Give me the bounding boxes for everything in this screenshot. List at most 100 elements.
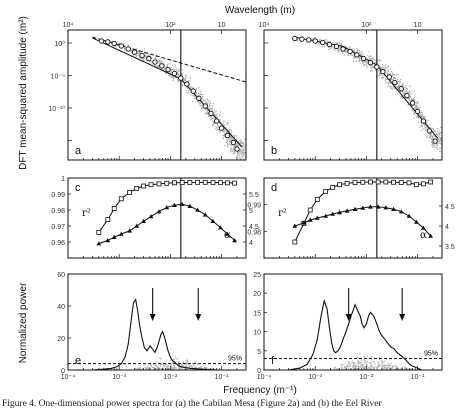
panel-a-scatter-point [226,122,229,124]
panel-f-y-tick-label: 5 [257,349,261,356]
panel-f-power-point [359,353,361,355]
panel-a-scatter-point [206,112,209,114]
panel-f-power-point [384,360,386,362]
panel-b-scatter-point [384,82,387,84]
panel-b-scatter-point [357,50,359,52]
panel-f-power-point [360,363,362,366]
panel-f-power-point [348,360,350,363]
panel-b-scatter-point [426,119,428,122]
panel-c-r2-label: r² [82,208,91,219]
panel-b-scatter-point [387,65,390,67]
panel-a-dashed-fit-line [92,36,247,83]
panel-a-scatter-point [235,135,237,137]
panel-c-frame [67,177,247,259]
panel-c-r2-marker [172,180,177,186]
panel-f-power-point [360,364,362,367]
panel-a-scatter-point [169,63,171,65]
panel-d-r2-marker [330,184,336,190]
panel-a-scatter-point [189,80,191,82]
panel-f-power-point [358,362,360,365]
panel-b-scatter-point [354,57,356,59]
panel-b-scatter-cloud [295,36,443,155]
panel-a-scatter-point [218,114,221,116]
panel-b-scatter-point [400,96,402,98]
panel-a-scatter-point [135,54,138,57]
panel-f-power-point [354,366,356,368]
panel-a-scatter-point [216,114,218,116]
panel-f-power-point [372,367,375,369]
panel-a-scatter-point [243,149,245,152]
panel-a-scatter-point [227,123,230,125]
panel-f-power-point [364,360,366,362]
panel-b-scatter-point [353,49,355,52]
panel-c-r2-marker [105,217,111,223]
panel-a-scatter-point [174,64,176,66]
panel-c-alpha-marker [210,218,216,223]
panel-b-scatter-point [381,63,384,66]
panel-a-scatter-point [219,111,222,113]
panel-f-power-point [385,364,388,367]
panel-c-alpha-marker [148,214,154,219]
panel-b-scatter-point [366,66,368,69]
panel-f-power-point [363,359,365,361]
panel-a-scatter-point [209,115,211,118]
panel-f-power-point [389,367,391,370]
panel-a-scatter-point [218,122,220,124]
panel-e-power-point [155,364,157,367]
panel-b-scatter-point [417,107,420,109]
panel-b-scatter-point [392,88,394,91]
panel-b-scatter-point [416,116,418,119]
panel-f-frame [263,273,443,371]
panel-a-binned-point [218,125,225,131]
panel-a-scatter-point [163,62,165,64]
panel-b-scatter-point [413,99,416,101]
panel-a-scatter-point [224,144,226,147]
panel-a-scatter-point [208,104,211,106]
panel-b-scatter-point [394,77,396,80]
panel-b-scatter-point [343,54,345,56]
panel-b-scatter-point [416,103,418,105]
panel-b-scatter-point [403,87,406,89]
panel-b-scatter-point [347,54,349,56]
panel-b-scatter-point [430,133,432,135]
panel-b-scatter-point [370,70,372,72]
panel-c-label: c [75,182,81,194]
panel-a-scatter-point [175,68,178,70]
panel-a-scatter-point [145,53,147,55]
panel-b-scatter-point [382,66,384,68]
panel-f-power-point [367,357,369,359]
panel-b-scatter-point [395,74,398,76]
panel-c-right-tick-label: 5.5 [249,192,259,199]
panel-f-power-point [400,368,402,370]
panel-a-scatter-point [151,61,153,63]
panel-b-binned-point [426,128,433,134]
panel-a-scatter-point [226,142,229,145]
panel-f-power-point [380,364,382,366]
panel-d-right-tick-label: 3.5 [445,244,455,251]
panel-e-power-point [151,366,154,369]
panel-b-scatter-point [402,82,404,85]
panel-f-power-point [370,356,372,358]
panel-b-scatter-point [419,113,421,116]
panel-a-scatter-point [123,43,125,45]
panel-b-scatter-point [340,51,342,54]
panel-b-top-tick-label: 10 [414,22,422,29]
panel-f-power-point [366,355,369,358]
panel-f-power-point [357,362,359,365]
panel-a-scatter-point [148,54,151,57]
panel-b-scatter-point [371,70,374,72]
panel-b-scatter-point [373,58,375,61]
panel-b-scatter-point [370,67,373,69]
panel-a-scatter-point [187,92,190,94]
panel-b-scatter-point [366,62,368,65]
panel-a-scatter-point [213,112,216,114]
panel-a-scatter-point [139,57,142,59]
panel-d-alpha-marker [337,210,343,215]
panel-a-scatter-point [185,86,188,89]
panel-f-power-point [336,368,338,370]
panel-a-scatter-point [200,104,202,107]
panel-a-scatter-point [138,52,140,54]
panel-b-scatter-point [413,90,415,92]
panel-f-power-point [368,366,370,368]
panel-b-scatter-point [387,85,389,87]
